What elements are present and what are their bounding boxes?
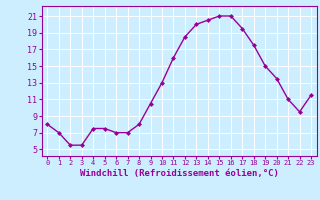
X-axis label: Windchill (Refroidissement éolien,°C): Windchill (Refroidissement éolien,°C) — [80, 169, 279, 178]
